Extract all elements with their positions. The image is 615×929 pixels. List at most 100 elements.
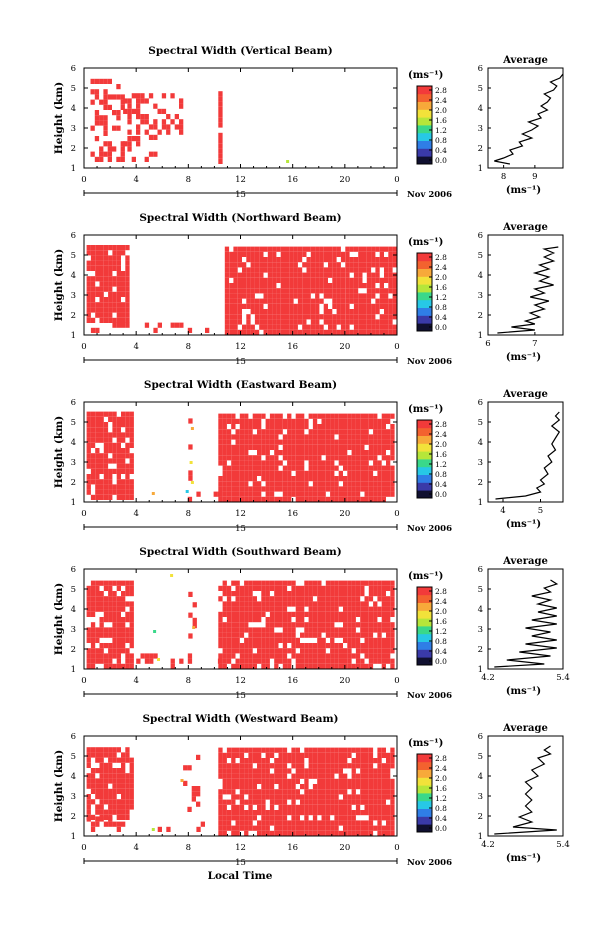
colorbar-segment <box>417 140 432 149</box>
heatmap-cell <box>330 601 335 607</box>
heatmap-cell <box>248 627 253 633</box>
heatmap-cell <box>388 309 393 315</box>
heatmap-cell <box>293 277 298 283</box>
heatmap-cell <box>312 663 318 669</box>
heatmap-cell <box>218 794 223 800</box>
heatmap-cell <box>312 794 318 800</box>
colorbar-unit: (ms⁻¹) <box>408 237 443 248</box>
heatmap-cell <box>222 439 227 445</box>
heatmap-cell <box>112 617 117 623</box>
heatmap-cell <box>343 799 348 805</box>
heatmap-cell <box>308 820 313 826</box>
heatmap-cell <box>285 329 290 335</box>
heatmap-cell <box>235 622 240 628</box>
heatmap-cell <box>108 778 113 784</box>
heatmap-cell <box>334 648 339 654</box>
heatmap-cell <box>295 476 300 482</box>
heatmap-cell <box>246 303 251 309</box>
heatmap-cell <box>295 596 300 602</box>
heatmap-cell <box>328 293 333 299</box>
heatmap-cell <box>103 788 109 794</box>
heatmap-cell <box>368 596 374 602</box>
heatmap-cell <box>312 763 318 769</box>
average-y-tick-label: 2 <box>478 311 483 321</box>
heatmap-cell <box>86 432 91 438</box>
heatmap-cell <box>125 281 130 287</box>
heatmap-cell <box>368 418 374 424</box>
heatmap-point <box>151 492 155 495</box>
heatmap-cell <box>278 486 283 492</box>
heatmap-cell <box>334 606 339 612</box>
heatmap-cell <box>252 496 257 502</box>
heatmap-cell <box>107 156 112 162</box>
heatmap-cell <box>336 329 341 335</box>
heatmap-cell <box>116 474 121 480</box>
heatmap-cell <box>282 601 288 607</box>
heatmap-cell <box>274 773 279 779</box>
x-tick-label: 4 <box>133 843 138 853</box>
heatmap-cell <box>103 442 109 448</box>
heatmap-cell <box>259 319 264 325</box>
heatmap-cell <box>375 329 380 335</box>
heatmap-cell <box>379 293 384 299</box>
heatmap-cell <box>248 794 253 800</box>
heatmap-cell <box>330 773 335 779</box>
heatmap-cell <box>321 778 326 784</box>
heatmap-cell <box>242 277 247 283</box>
heatmap-cell <box>308 622 313 628</box>
heatmap-cell <box>231 591 236 597</box>
heatmap-cell <box>222 429 227 435</box>
average-y-tick-label: 5 <box>478 752 483 762</box>
heatmap-cell <box>317 804 322 810</box>
average-profile-line <box>497 246 559 334</box>
heatmap-cell <box>328 251 333 257</box>
heatmap-cell <box>235 763 240 769</box>
colorbar-tick-label: 0.8 <box>435 303 447 312</box>
heatmap-cell <box>317 663 322 669</box>
heatmap-cell <box>148 124 154 130</box>
heatmap-cell <box>321 663 326 669</box>
heatmap-cell <box>388 251 393 257</box>
heatmap-cell <box>265 810 270 816</box>
heatmap-cell <box>218 752 223 758</box>
heatmap-cell <box>244 611 249 617</box>
heatmap-cell <box>334 580 339 586</box>
heatmap-cell <box>121 768 126 774</box>
heatmap-cell <box>325 632 331 638</box>
heatmap-cell <box>289 251 294 257</box>
heatmap-cell <box>381 580 386 586</box>
heatmap-cell <box>222 465 227 471</box>
heatmap-cell <box>345 246 350 252</box>
heatmap-cell <box>231 632 236 638</box>
heatmap-cell <box>261 434 266 440</box>
colorbar-segment <box>417 268 432 277</box>
heatmap-cell <box>347 418 352 424</box>
heatmap-cell <box>252 460 257 466</box>
heatmap-cell <box>377 815 382 821</box>
heatmap-cell <box>366 303 372 309</box>
heatmap-cell <box>310 267 316 273</box>
heatmap-cell <box>360 450 365 456</box>
heatmap-cell <box>248 815 253 821</box>
heatmap-cell <box>252 789 257 795</box>
heatmap-cell <box>274 820 279 826</box>
heatmap-cell <box>291 585 296 591</box>
heatmap-cell <box>242 293 247 299</box>
heatmap-cell <box>226 491 232 497</box>
heatmap-cell <box>274 810 279 816</box>
heatmap-cell <box>272 288 277 294</box>
heatmap-cell <box>95 788 100 794</box>
heatmap-cell <box>330 789 335 795</box>
heatmap-cell <box>317 465 322 471</box>
heatmap-cell <box>368 658 374 664</box>
heatmap-cell <box>274 585 279 591</box>
heatmap-cell <box>261 450 266 456</box>
heatmap-cell <box>261 486 266 492</box>
heatmap-cell <box>112 484 117 490</box>
heatmap-cell <box>112 794 117 800</box>
heatmap-cell <box>330 455 335 461</box>
heatmap-cell <box>272 272 277 278</box>
heatmap-cell <box>229 272 234 278</box>
heatmap-cell <box>340 257 346 263</box>
heatmap-cell <box>272 251 277 257</box>
